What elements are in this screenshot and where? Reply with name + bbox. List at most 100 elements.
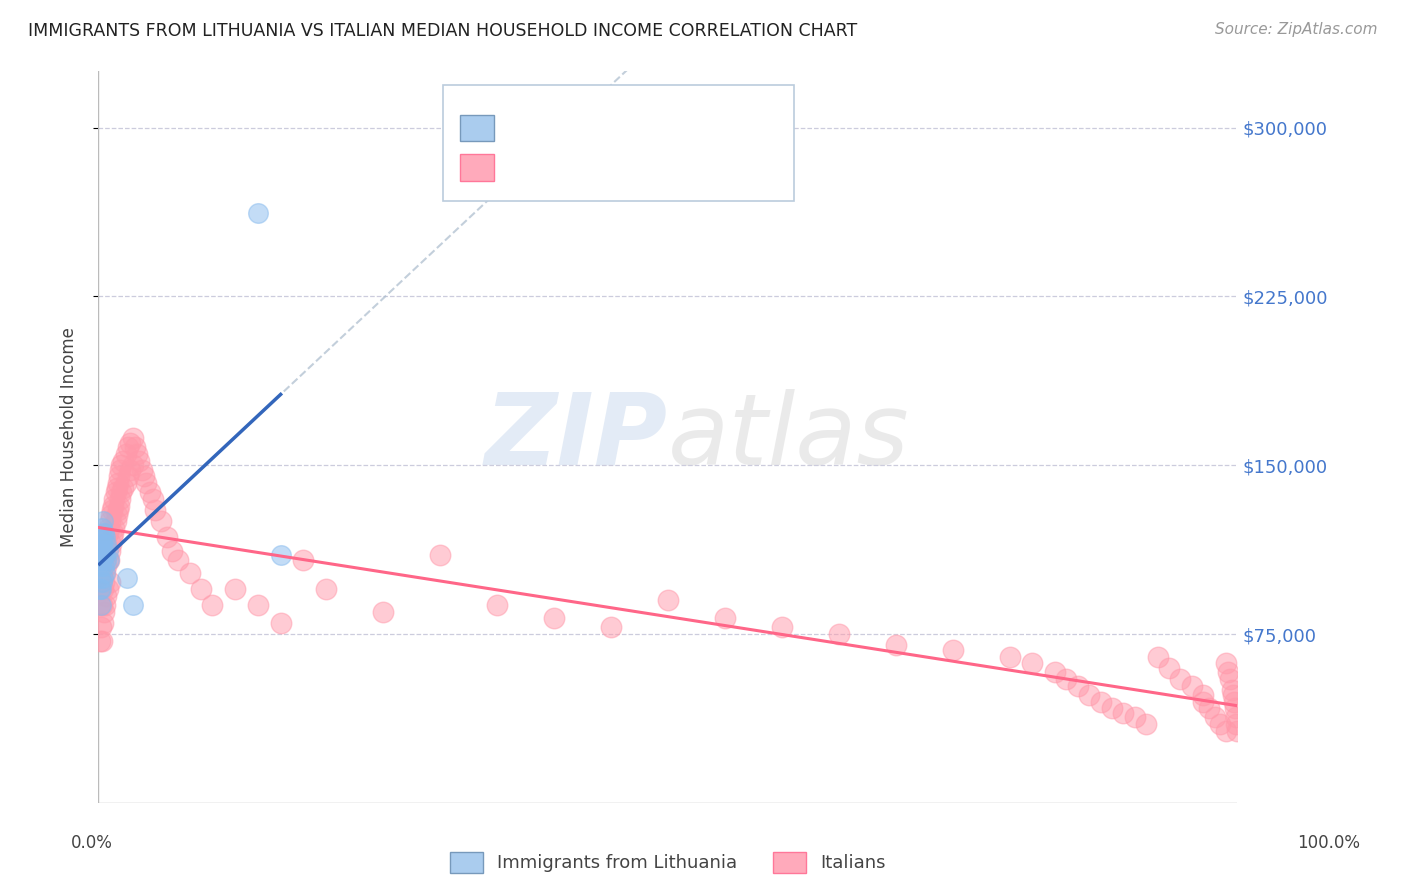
Point	[120, 435, 142, 450]
Point	[89, 633, 111, 648]
Point	[97, 553, 120, 567]
Text: -0.104: -0.104	[546, 161, 605, 178]
Point	[224, 582, 246, 596]
Point	[315, 582, 337, 596]
Point	[108, 463, 131, 477]
Text: 0.591: 0.591	[546, 121, 598, 139]
Point	[1043, 665, 1066, 680]
Point	[292, 553, 315, 567]
Point	[96, 559, 118, 574]
Text: 100.0%: 100.0%	[1298, 834, 1360, 852]
Text: N =: N =	[612, 121, 643, 139]
Point	[543, 611, 565, 625]
Point	[105, 508, 128, 522]
Point	[90, 537, 112, 551]
Point	[1215, 657, 1237, 671]
Point	[1215, 723, 1237, 738]
Point	[94, 566, 117, 581]
Point	[107, 503, 129, 517]
Point	[94, 530, 117, 544]
Point	[1135, 717, 1157, 731]
Point	[1219, 672, 1241, 686]
Y-axis label: Median Household Income: Median Household Income	[59, 327, 77, 547]
Point	[1226, 723, 1249, 738]
Point	[998, 649, 1021, 664]
Point	[94, 548, 117, 562]
Text: 30: 30	[654, 121, 676, 139]
Point	[89, 553, 111, 567]
Point	[96, 525, 118, 540]
Point	[1198, 701, 1220, 715]
Point	[156, 530, 179, 544]
Point	[884, 638, 907, 652]
Point	[91, 548, 114, 562]
Point	[108, 491, 131, 506]
Text: R =: R =	[503, 121, 534, 139]
Point	[1222, 688, 1244, 702]
Point	[162, 543, 184, 558]
Point	[1192, 688, 1215, 702]
Point	[942, 642, 965, 657]
Point	[93, 525, 115, 540]
Point	[91, 515, 114, 529]
Point	[103, 499, 125, 513]
Point	[1146, 649, 1168, 664]
Point	[828, 627, 851, 641]
Point	[1157, 661, 1180, 675]
Point	[246, 206, 269, 220]
Point	[98, 543, 121, 558]
Point	[112, 453, 135, 467]
Text: 0.0%: 0.0%	[70, 834, 112, 852]
Point	[150, 515, 173, 529]
Point	[131, 463, 153, 477]
Point	[138, 485, 160, 500]
Point	[121, 431, 143, 445]
Point	[90, 575, 112, 590]
Point	[90, 633, 112, 648]
Point	[101, 530, 124, 544]
Point	[107, 476, 129, 491]
Point	[96, 553, 118, 567]
Point	[124, 440, 146, 454]
Point	[108, 499, 131, 513]
Point	[1101, 701, 1123, 715]
Point	[90, 530, 112, 544]
Point	[94, 537, 117, 551]
Point	[89, 571, 111, 585]
Point	[110, 458, 132, 473]
Point	[96, 543, 118, 558]
Text: IMMIGRANTS FROM LITHUANIA VS ITALIAN MEDIAN HOUSEHOLD INCOME CORRELATION CHART: IMMIGRANTS FROM LITHUANIA VS ITALIAN MED…	[28, 22, 858, 40]
Point	[103, 491, 125, 506]
Point	[90, 566, 112, 581]
Point	[135, 476, 157, 491]
Point	[112, 481, 135, 495]
Point	[115, 571, 138, 585]
Point	[120, 463, 142, 477]
Point	[103, 521, 125, 535]
Point	[91, 615, 114, 630]
Point	[270, 548, 292, 562]
Point	[103, 525, 125, 540]
Point	[108, 469, 131, 483]
Point	[1090, 694, 1112, 708]
Point	[104, 515, 127, 529]
Text: R =: R =	[503, 161, 534, 178]
Point	[90, 620, 112, 634]
Point	[96, 537, 118, 551]
Point	[98, 575, 121, 590]
Point	[657, 593, 679, 607]
Point	[117, 469, 139, 483]
Point	[96, 553, 118, 567]
Point	[127, 447, 149, 461]
Point	[90, 598, 112, 612]
Legend: Immigrants from Lithuania, Italians: Immigrants from Lithuania, Italians	[441, 843, 894, 881]
Point	[1112, 706, 1135, 720]
Text: atlas: atlas	[668, 389, 910, 485]
Point	[270, 615, 292, 630]
Point	[1021, 657, 1043, 671]
Point	[110, 485, 132, 500]
Point	[371, 605, 394, 619]
Point	[93, 559, 115, 574]
Point	[1209, 717, 1232, 731]
Point	[94, 566, 117, 581]
